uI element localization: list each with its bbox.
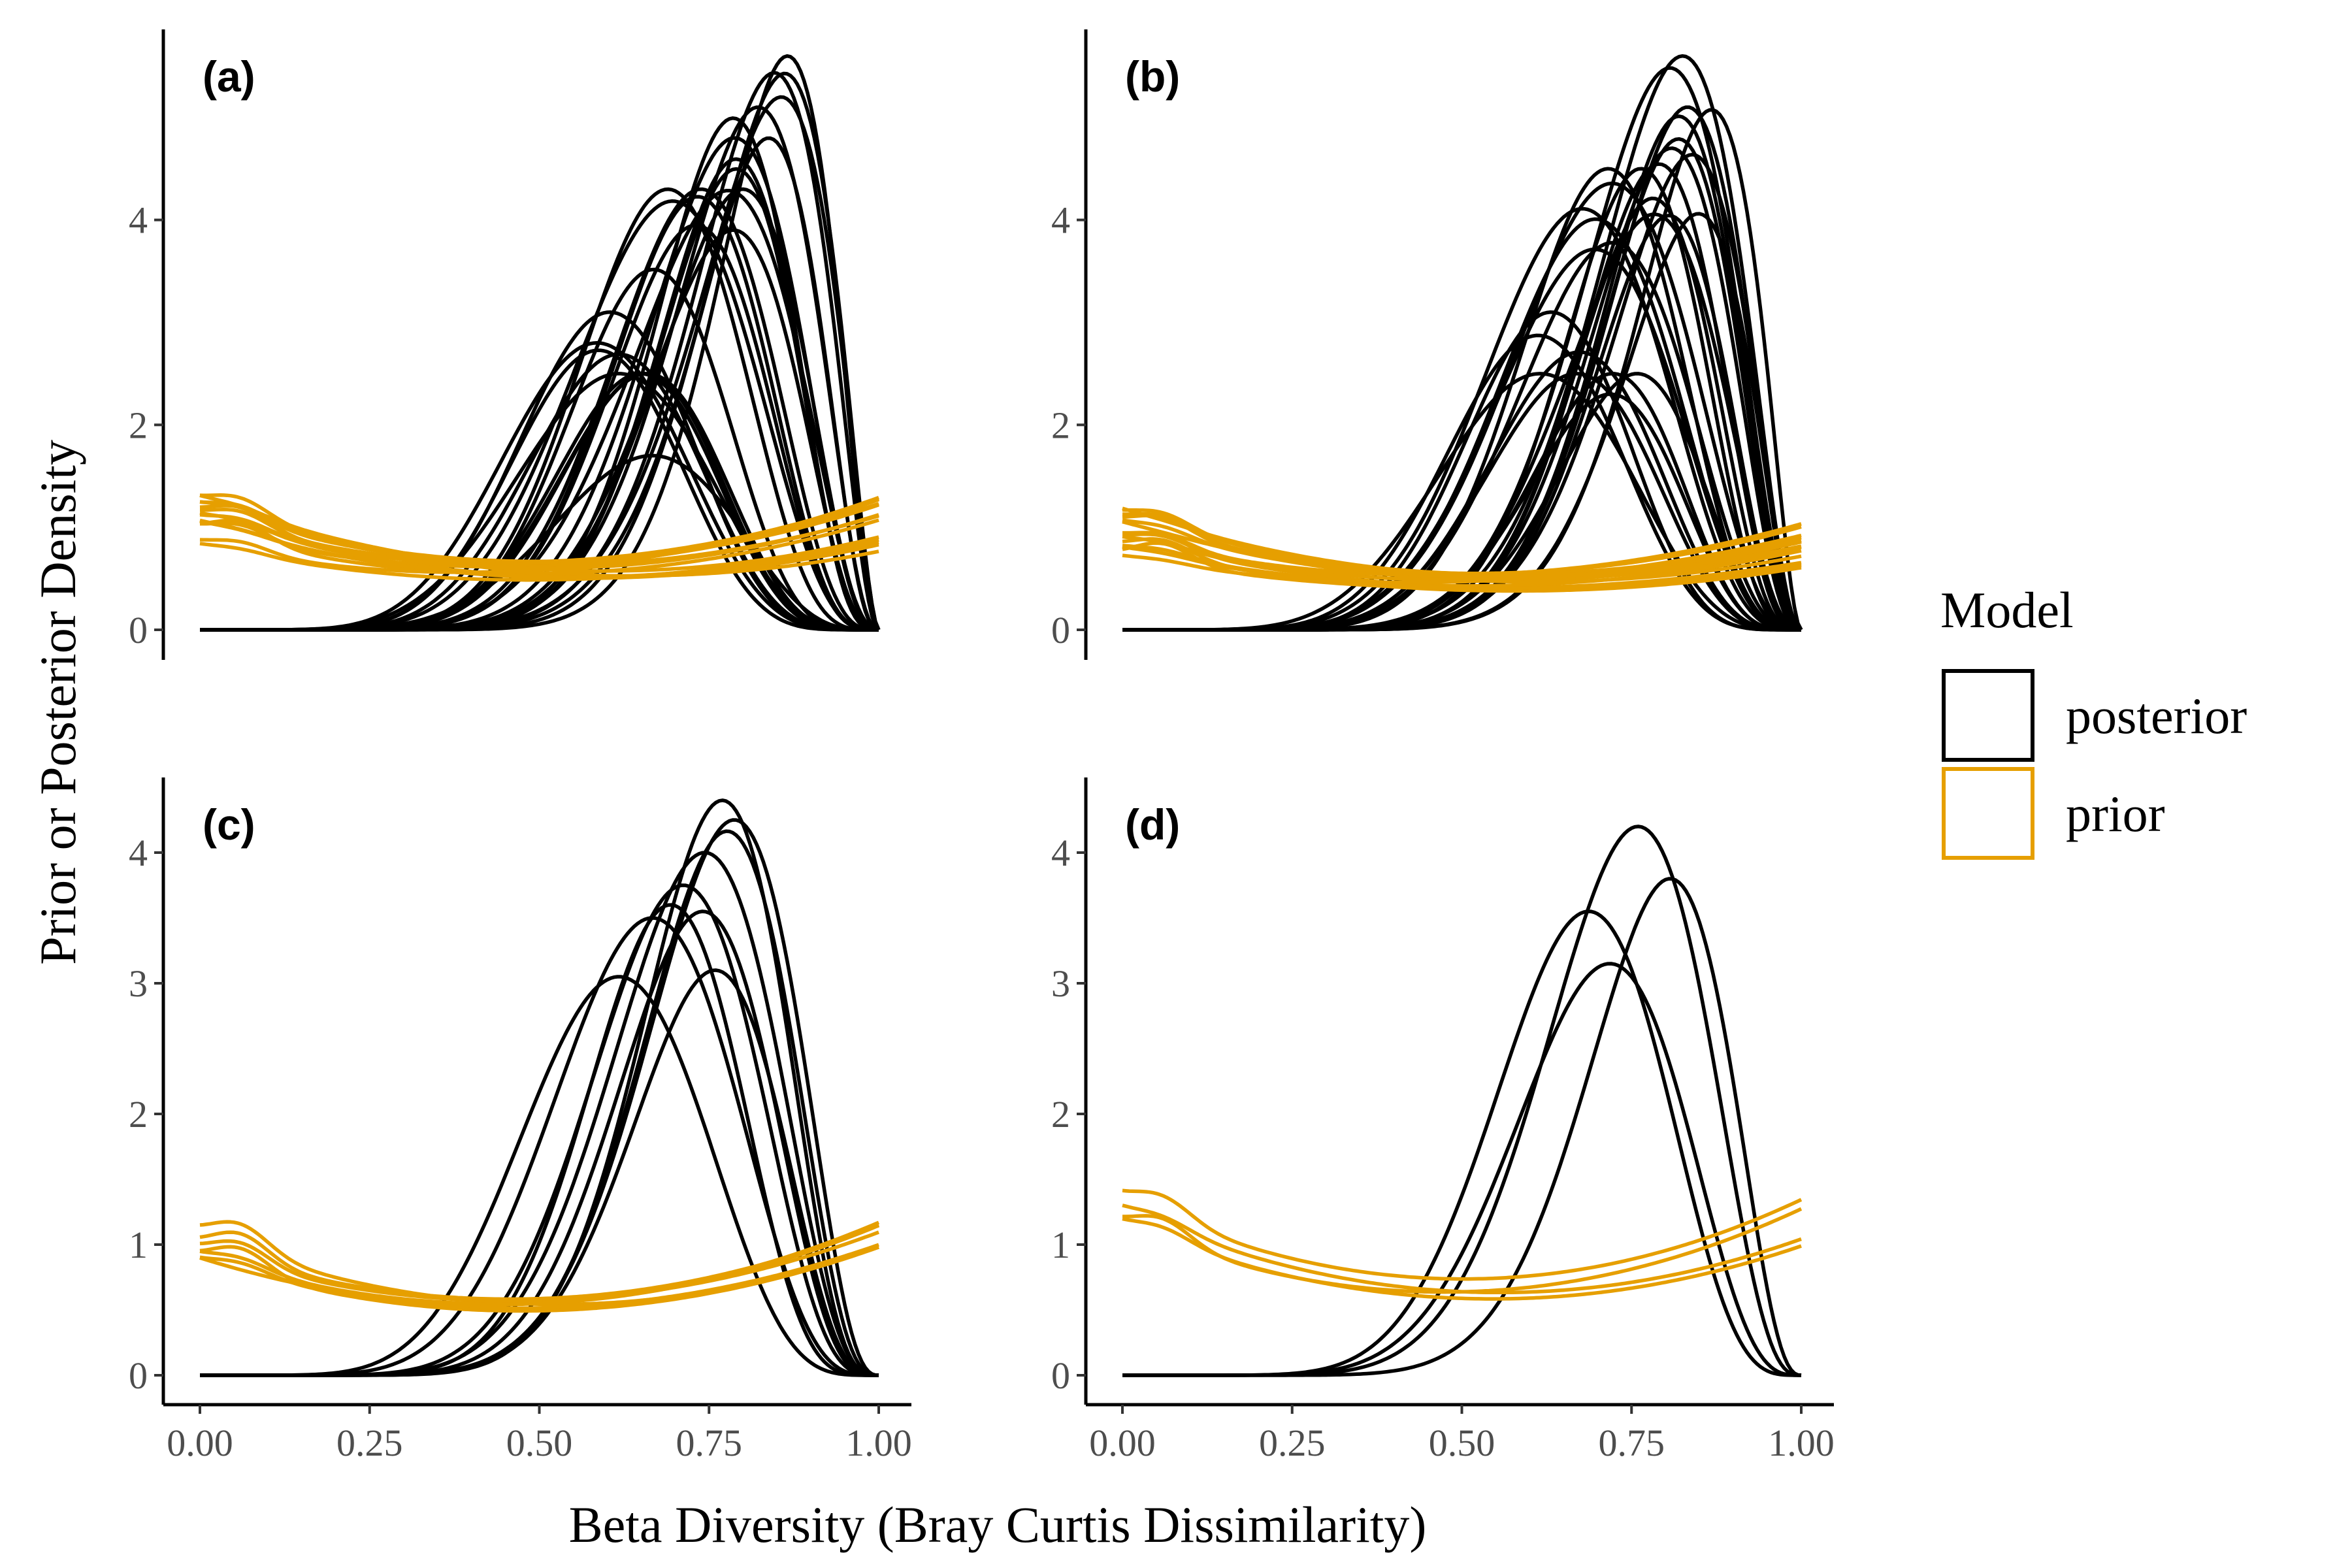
panel-b: 0 2 4 (b) (1051, 29, 1803, 660)
y-tick-label: 1 (129, 1224, 148, 1266)
x-tick-label: 0.25 (1259, 1422, 1326, 1464)
x-tick-label: 0.75 (1599, 1422, 1665, 1464)
legend-label-posterior: posterior (2066, 687, 2247, 744)
prior-curve (199, 500, 879, 564)
x-tick-label: 1.00 (1768, 1422, 1835, 1464)
prior-curve (1122, 1217, 1802, 1301)
y-tick-label: 0 (1051, 1354, 1070, 1397)
legend-key-prior (1942, 767, 2034, 860)
legend-title: Model (1940, 581, 2074, 638)
x-tick-label: 0.25 (336, 1422, 403, 1464)
panel-a: 0 2 4 (a) (129, 29, 881, 660)
posterior-curve (200, 195, 879, 632)
y-tick-label: 2 (1051, 1093, 1070, 1135)
panel-label: (d) (1125, 800, 1180, 849)
prior-curve (199, 504, 879, 570)
x-tick-label: 0.00 (167, 1422, 233, 1464)
x-tick-label: 0.00 (1089, 1422, 1156, 1464)
panel-label: (a) (203, 52, 255, 101)
y-tick-label: 1 (1051, 1224, 1070, 1266)
prior-curve (1122, 1188, 1803, 1281)
y-tick-label: 2 (129, 404, 148, 446)
prior-curve (1122, 514, 1802, 579)
y-tick-label: 0 (129, 1354, 148, 1397)
x-tick-label: 0.50 (1429, 1422, 1495, 1464)
prior-curve (1122, 518, 1802, 582)
y-tick-label: 2 (1051, 404, 1070, 446)
prior-curve (199, 518, 879, 576)
y-tick-label: 0 (129, 609, 148, 651)
x-tick-label: 0.50 (506, 1422, 573, 1464)
legend-key-posterior (1942, 669, 2034, 762)
y-tick-label: 4 (129, 832, 148, 874)
panel-c: 0 1 2 3 4 0.00 0.25 0.50 0.75 1.00 (c) (129, 777, 912, 1464)
prior-curve (199, 1223, 880, 1301)
y-tick-label: 0 (1051, 609, 1070, 651)
x-tick-label: 0.75 (676, 1422, 743, 1464)
prior-curve (199, 518, 879, 580)
panel-label: (b) (1125, 52, 1180, 101)
prior-curve (1122, 544, 1802, 590)
posterior-curve (1122, 372, 1801, 632)
y-tick-label: 3 (129, 962, 148, 1005)
posterior-curve (1122, 962, 1801, 1377)
panels: 0 2 4 (a) 0 2 4 (b) 0 1 2 3 4 0.00 0.25 0.50 0.75 1.00 (c)… (129, 29, 1835, 1464)
y-tick-label: 4 (1051, 832, 1070, 874)
legend-label-prior: prior (2066, 785, 2165, 842)
y-tick-label: 3 (1051, 962, 1070, 1005)
posterior-curve (200, 829, 879, 1377)
prior-curve (199, 1230, 879, 1303)
y-tick-label: 4 (1051, 199, 1070, 242)
x-tick-label: 1.00 (845, 1422, 912, 1464)
y-tick-label: 4 (129, 199, 148, 242)
prior-curve (1122, 533, 1802, 585)
y-axis-title: Prior or Posterior Density (29, 440, 86, 965)
panel-d: 0 1 2 3 4 0.00 0.25 0.50 0.75 1.00 (d) (1051, 777, 1835, 1464)
y-tick-label: 2 (129, 1093, 148, 1135)
x-axis-title: Beta Diversity (Bray Curtis Dissimilarit… (569, 1496, 1427, 1553)
panel-label: (c) (203, 800, 255, 849)
prior-curve (199, 1245, 879, 1313)
prior-curve (1122, 1203, 1802, 1295)
legend: Model posterior prior (1940, 581, 2247, 860)
